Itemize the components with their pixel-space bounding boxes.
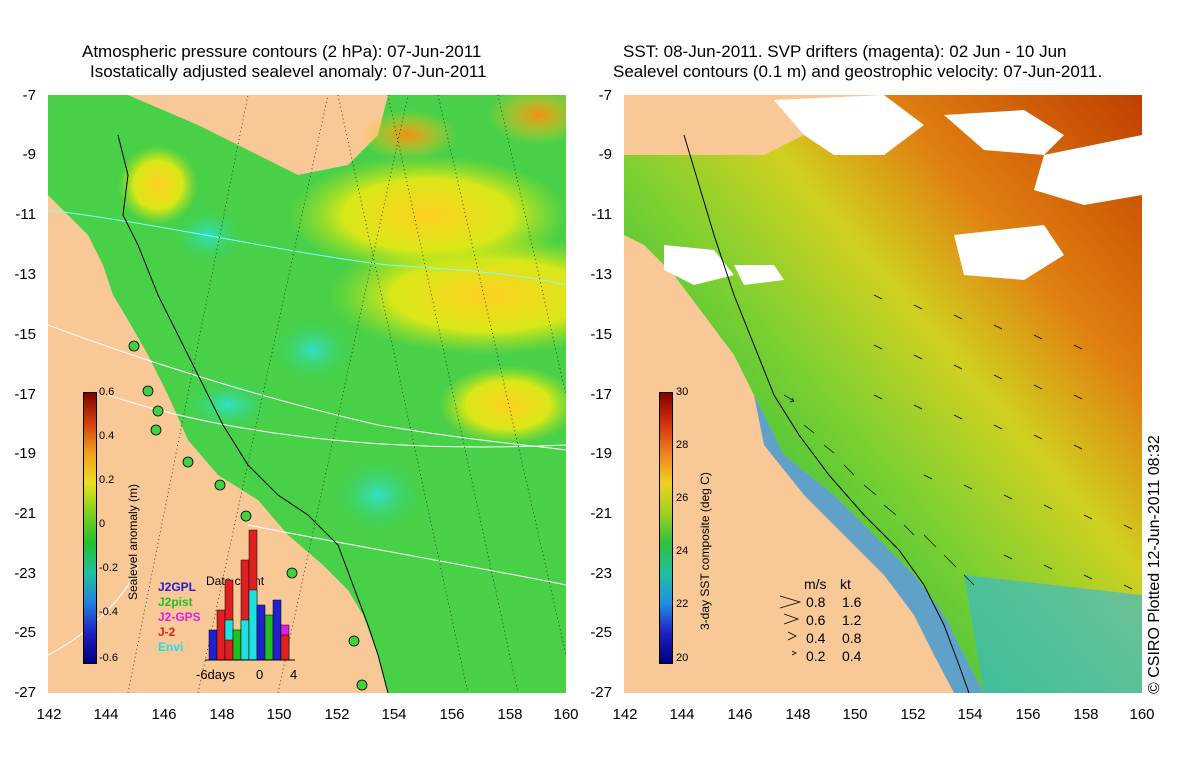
data-count-histogram bbox=[205, 529, 295, 661]
sealevel-colorbar bbox=[83, 392, 97, 664]
x-tick-label: 152 bbox=[900, 706, 926, 723]
y-tick-label: -13 bbox=[590, 266, 612, 283]
colorbar-label: Sealevel anomaly (m) bbox=[126, 483, 140, 600]
y-tick-label: -19 bbox=[14, 445, 36, 462]
y-tick-label: -27 bbox=[14, 684, 36, 701]
y-tick-label: -17 bbox=[590, 386, 612, 403]
velocity-legend-ms: 0.8 bbox=[806, 594, 826, 610]
y-tick-label: -11 bbox=[15, 206, 36, 223]
mission-label: J2pist bbox=[158, 595, 193, 609]
x-tick-label: 146 bbox=[151, 706, 177, 723]
sst-colorbar bbox=[659, 392, 673, 664]
left-title-line1: Atmospheric pressure contours (2 hPa): 0… bbox=[82, 42, 482, 61]
y-tick-label: -13 bbox=[14, 266, 36, 283]
y-tick-label: -7 bbox=[598, 87, 612, 104]
colorbar-tick: 22 bbox=[676, 598, 689, 610]
x-tick-label: 142 bbox=[36, 706, 62, 723]
mission-label: J2GPL bbox=[158, 580, 197, 594]
x-tick-label: 160 bbox=[553, 706, 579, 723]
x-tick-label: 144 bbox=[93, 706, 119, 723]
velocity-legend-kt: 1.6 bbox=[842, 594, 862, 610]
mission-label: J-2 bbox=[158, 625, 176, 639]
histogram-x-label: 4 bbox=[290, 667, 298, 682]
y-tick-label: -23 bbox=[14, 565, 36, 582]
y-tick-label: -27 bbox=[590, 684, 612, 701]
sealevel-anomaly-field bbox=[48, 95, 566, 693]
y-tick-label: -21 bbox=[14, 505, 36, 522]
y-tick-label: -11 bbox=[591, 206, 612, 223]
velocity-legend-ms: 0.6 bbox=[806, 612, 826, 628]
y-tick-label: -15 bbox=[590, 326, 612, 343]
y-tick-label: -15 bbox=[14, 326, 36, 343]
colorbar-tick: 26 bbox=[676, 492, 689, 504]
x-tick-label: 144 bbox=[669, 706, 695, 723]
colorbar-tick: -0.2 bbox=[99, 562, 118, 574]
y-tick-label: -9 bbox=[22, 146, 36, 163]
velocity-legend-kt: 1.2 bbox=[842, 612, 862, 628]
velocity-legend-ms: 0.2 bbox=[806, 648, 826, 664]
histogram-x-label: 0 bbox=[256, 667, 264, 682]
x-tick-label: 148 bbox=[209, 706, 235, 723]
y-tick-label: -7 bbox=[22, 87, 36, 104]
y-tick-label: -17 bbox=[14, 386, 36, 403]
velocity-legend-kt: 0.8 bbox=[842, 630, 862, 646]
colorbar-tick: 0.6 bbox=[99, 386, 115, 398]
velocity-legend-kt: 0.4 bbox=[842, 648, 862, 664]
colorbar-tick: 30 bbox=[676, 386, 689, 398]
colorbar-tick: 0.2 bbox=[99, 474, 115, 486]
sealevel-anomaly-map bbox=[48, 95, 566, 693]
colorbar-label: 3-day SST composite (deg C) bbox=[698, 472, 712, 630]
x-tick-label: 158 bbox=[1073, 706, 1099, 723]
mission-label: J2-GPS bbox=[158, 610, 201, 624]
velocity-legend-ms: 0.4 bbox=[806, 630, 826, 646]
x-tick-label: 150 bbox=[842, 706, 868, 723]
x-tick-label: 150 bbox=[266, 706, 292, 723]
x-tick-label: 160 bbox=[1129, 706, 1155, 723]
left-title-line2: Isostatically adjusted sealevel anomaly:… bbox=[90, 62, 487, 81]
colorbar-tick: 0 bbox=[99, 518, 106, 530]
x-tick-label: 154 bbox=[957, 706, 983, 723]
x-tick-label: 154 bbox=[381, 706, 407, 723]
histogram-x-label: -6days bbox=[196, 667, 236, 682]
y-tick-label: -9 bbox=[598, 146, 612, 163]
colorbar-tick: -0.4 bbox=[99, 606, 118, 618]
y-tick-label: -25 bbox=[14, 624, 36, 641]
x-tick-label: 158 bbox=[497, 706, 523, 723]
velocity-legend-arrows bbox=[779, 595, 802, 656]
y-tick-label: -25 bbox=[590, 624, 612, 641]
velocity-legend-header-ms: m/s bbox=[804, 576, 827, 592]
right-title-line2: Sealevel contours (0.1 m) and geostrophi… bbox=[613, 62, 1103, 81]
x-tick-label: 152 bbox=[324, 706, 350, 723]
colorbar-tick: 28 bbox=[676, 439, 689, 451]
sst-map bbox=[624, 95, 1142, 693]
sst-field bbox=[624, 95, 1142, 693]
plot-credit: © CSIRO Plotted 12-Jun-2011 08:32 bbox=[1146, 435, 1163, 694]
colorbar-tick: -0.6 bbox=[99, 652, 118, 664]
x-tick-label: 142 bbox=[612, 706, 638, 723]
velocity-vectors bbox=[783, 294, 1133, 590]
mission-label: Envi bbox=[158, 640, 184, 654]
colorbar-tick: 24 bbox=[676, 545, 689, 557]
x-tick-label: 148 bbox=[785, 706, 811, 723]
y-tick-label: -19 bbox=[590, 445, 612, 462]
x-tick-label: 146 bbox=[727, 706, 753, 723]
x-tick-label: 156 bbox=[439, 706, 465, 723]
colorbar-tick: 0.4 bbox=[99, 430, 115, 442]
y-tick-label: -23 bbox=[590, 565, 612, 582]
colorbar-tick: 20 bbox=[676, 652, 689, 664]
velocity-legend-header-kt: kt bbox=[840, 576, 851, 592]
y-tick-label: -21 bbox=[590, 505, 612, 522]
right-title-line1: SST: 08-Jun-2011. SVP drifters (magenta)… bbox=[623, 42, 1067, 61]
x-tick-label: 156 bbox=[1015, 706, 1041, 723]
